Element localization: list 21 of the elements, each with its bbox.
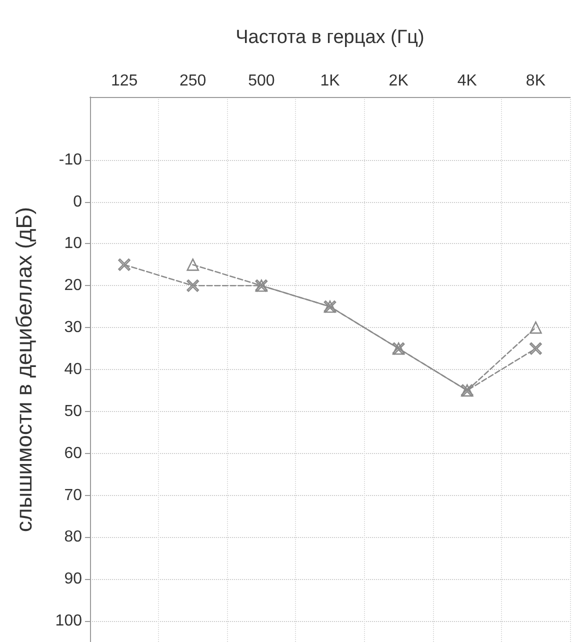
y-tick-label: 50 xyxy=(64,402,82,420)
x-tick-label: 500 xyxy=(248,72,275,90)
x-axis-title: Частота в герцах (Гц) xyxy=(236,27,424,48)
y-tick-label: -10 xyxy=(58,151,82,168)
x-tick-label: 2K xyxy=(388,72,409,90)
y-tick-label: 0 xyxy=(73,193,82,210)
y-tick-label: 40 xyxy=(64,361,82,378)
y-tick-label: 20 xyxy=(64,277,82,294)
x-tick-label: 125 xyxy=(110,72,138,90)
x-tick-label: 250 xyxy=(180,72,206,90)
y-tick-label: 30 xyxy=(64,319,82,336)
y-tick-label: 60 xyxy=(64,444,82,462)
x-tick-label: 8K xyxy=(526,72,546,90)
y-axis-title: слышимости в децибеллах (дБ) xyxy=(12,207,36,532)
y-tick-label: 70 xyxy=(64,486,82,504)
x-tick-label: 1K xyxy=(320,72,340,90)
y-tick-label: 100 xyxy=(55,612,82,630)
y-tick-label: 80 xyxy=(64,528,82,546)
y-tick-label: 10 xyxy=(64,235,82,252)
y-tick-label: 90 xyxy=(64,570,82,588)
x-tick-label: 4K xyxy=(457,72,478,90)
